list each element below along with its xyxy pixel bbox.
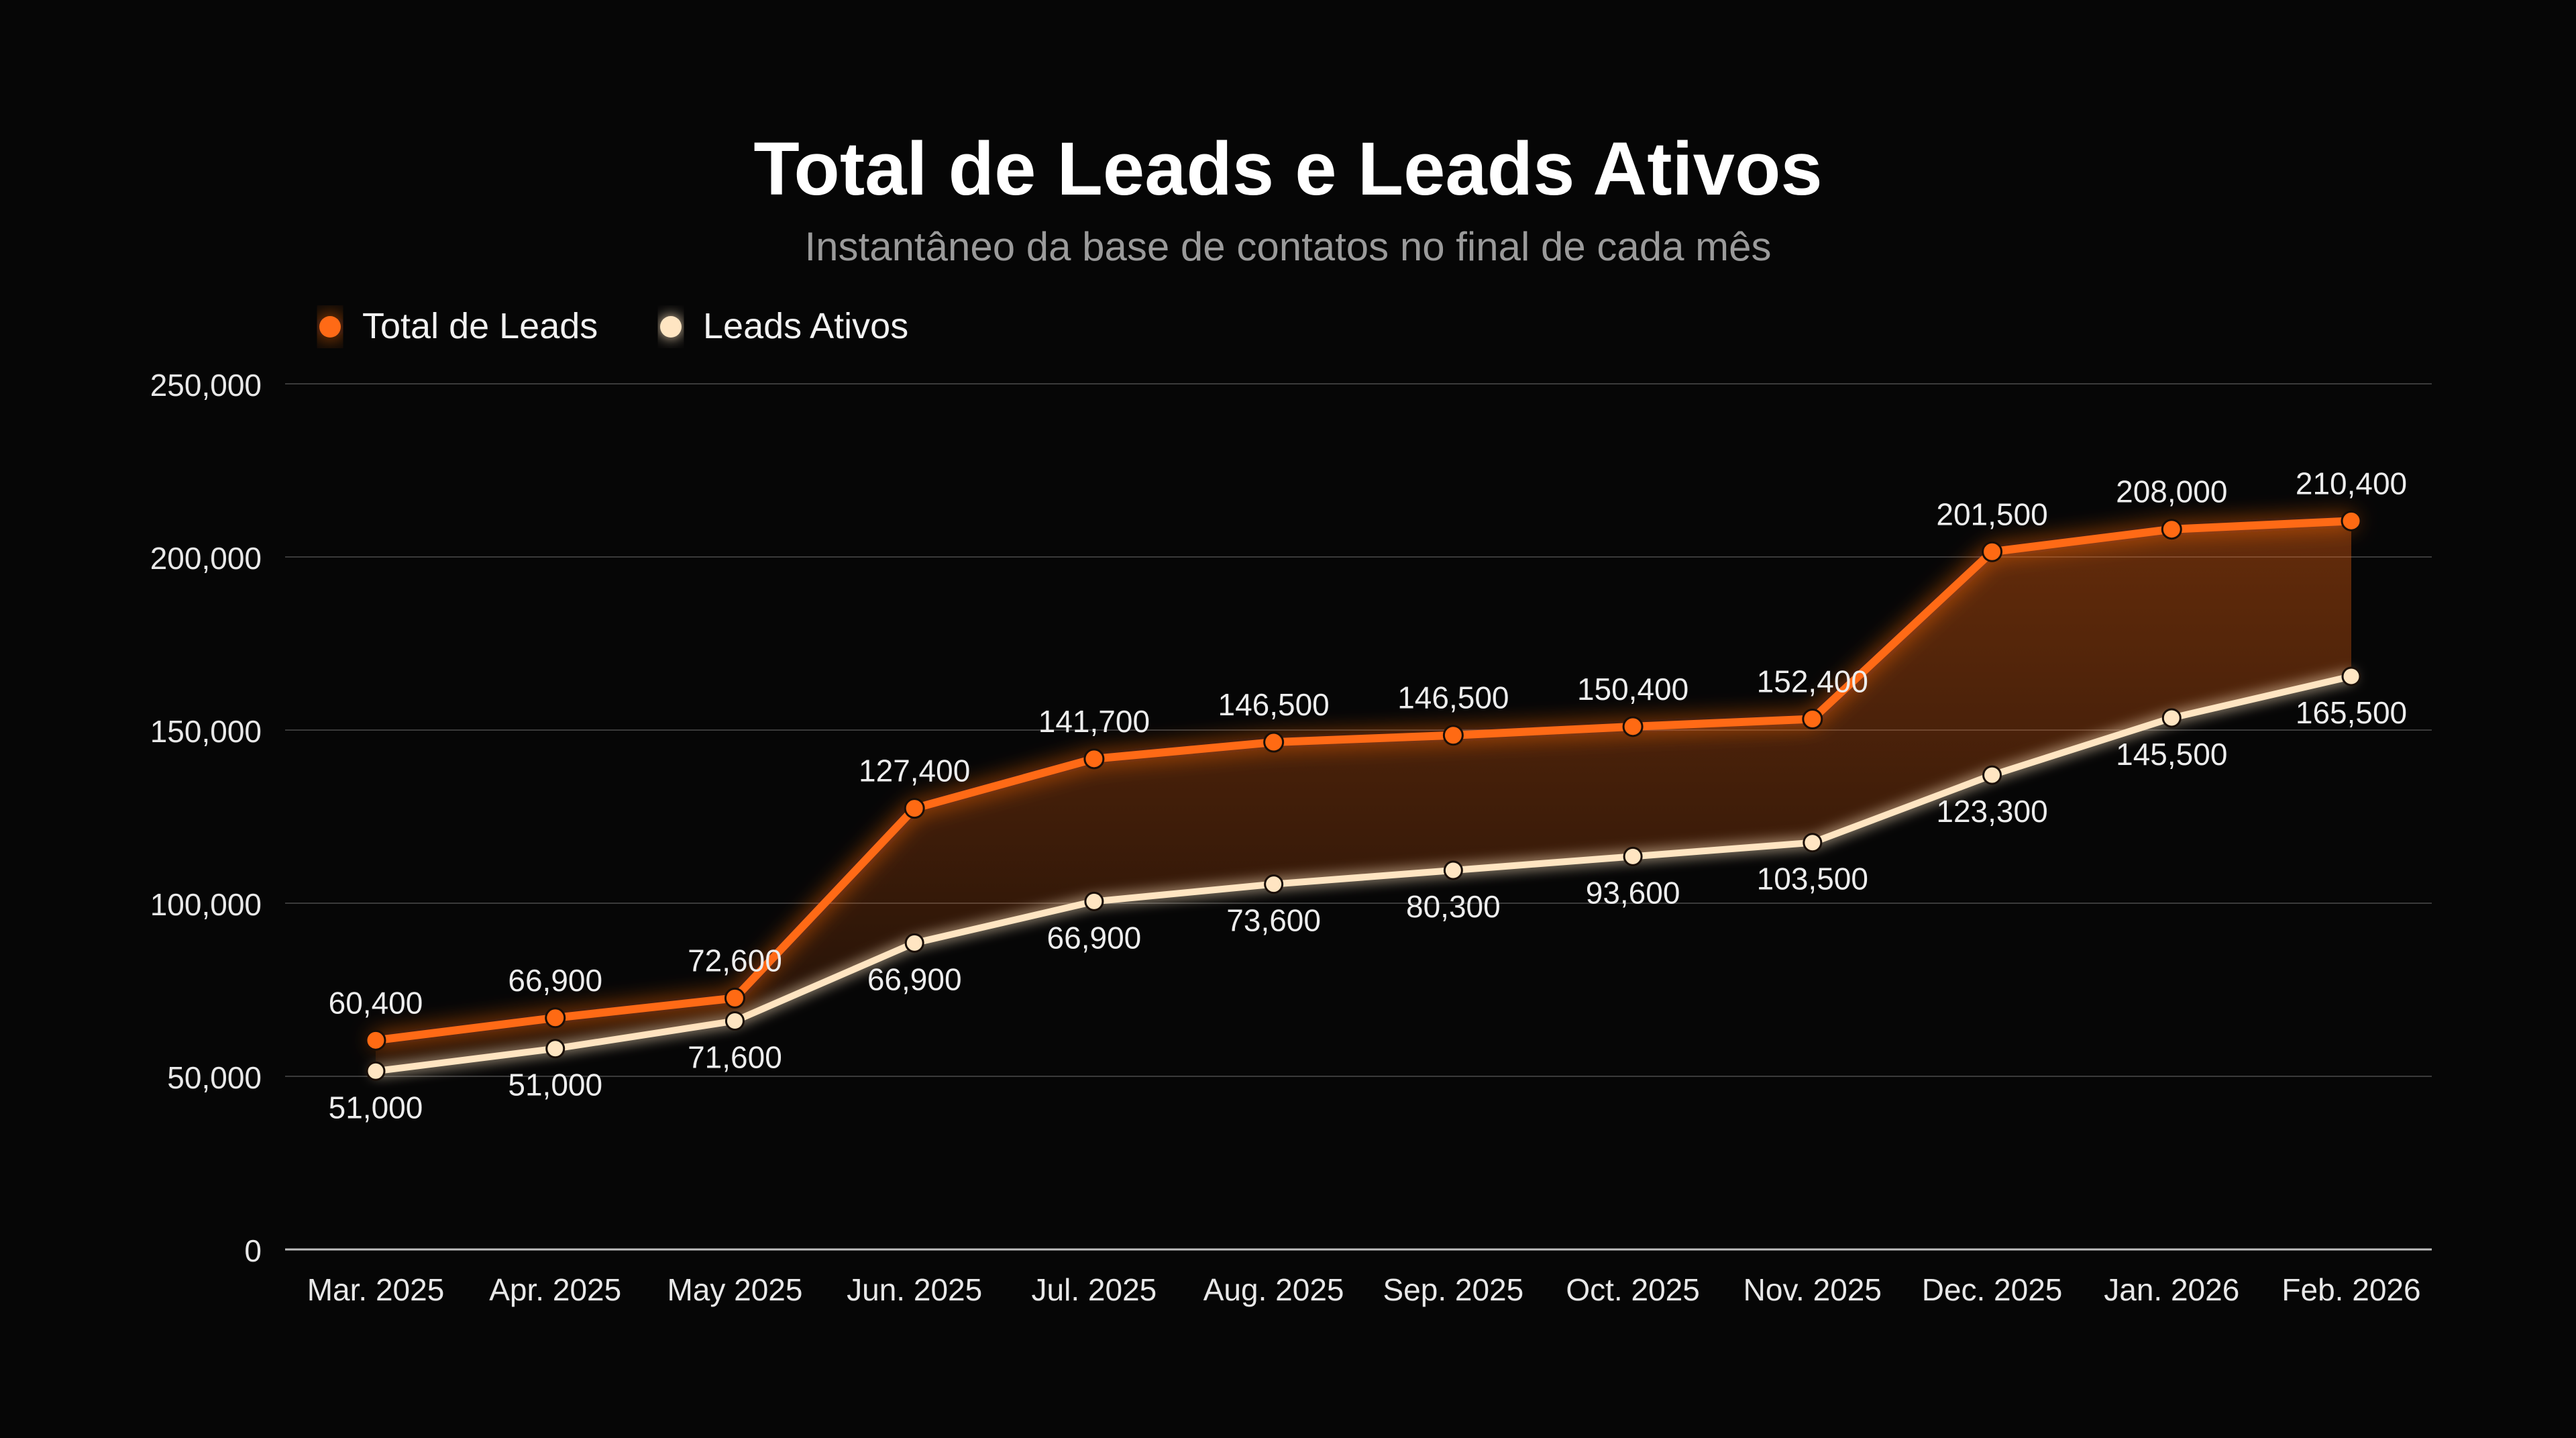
x-axis: Mar. 2025 Apr. 2025 May 2025 Jun. 2025 Jul. … [307,1272,2421,1307]
x-tick-label: Jan. 2026 [2104,1272,2239,1307]
total-leads-point [1263,731,1285,753]
y-tick-label: 250,000 [150,368,262,403]
data-labels: 51,000 51,000 71,600 66,900 66,900 73,600 80,3… [329,466,2407,1125]
leads-ativos-data-label: 165,500 [2296,695,2407,730]
x-tick-label: Nov. 2025 [1743,1272,1882,1307]
legend-label-leads-ativos: Leads Ativos [703,306,908,346]
x-tick-label: Sep. 2025 [1383,1272,1523,1307]
legend-label-total-leads: Total de Leads [362,306,598,346]
total-leads-point [1982,541,2003,562]
total-leads-data-label: 150,400 [1577,672,1688,707]
chart-subtitle: Instantâneo da base de contatos no final… [804,224,1771,269]
leads-ativos-point [545,1039,566,1059]
leads-ativos-point [1623,846,1643,866]
total-leads-data-label: 66,900 [508,963,602,998]
total-leads-data-label: 146,500 [1218,687,1329,722]
total-leads-data-label: 201,500 [1936,497,2047,531]
x-tick-label: Mar. 2025 [307,1272,445,1307]
leads-ativos-point [904,933,924,953]
legend-marker-leads-ativos [660,316,682,338]
total-leads-data-label: 127,400 [859,754,970,788]
y-tick-label: 150,000 [150,714,262,749]
leads-ativos-point [1264,874,1284,894]
x-tick-label: Jun. 2025 [847,1272,982,1307]
total-leads-point [545,1007,566,1029]
total-leads-point [1442,725,1464,746]
leads-ativos-point [1084,891,1104,911]
legend-marker-total-leads [319,316,341,338]
y-tick-label: 0 [244,1233,262,1268]
leads-ativos-point [1443,860,1463,880]
leads-ativos-data-label: 80,300 [1406,889,1501,924]
total-leads-point [904,798,925,819]
leads-ativos-point [2341,666,2361,686]
series-points [365,510,2362,1081]
x-tick-label: Dec. 2025 [1922,1272,2063,1307]
legend: Total de Leads Leads Ativos [319,306,908,346]
gridlines [285,383,2432,1251]
leads-ativos-data-label: 51,000 [508,1068,602,1102]
total-leads-point [2161,519,2182,540]
leads-ativos-point [1803,833,1823,853]
total-leads-point [724,987,745,1009]
total-leads-data-label: 146,500 [1397,680,1509,715]
leads-ativos-data-label: 123,300 [1936,794,2047,829]
area-between-series [376,521,2351,1072]
total-leads-data-label: 72,600 [688,943,782,978]
leads-ativos-data-label: 71,600 [688,1039,782,1074]
leads-ativos-data-label: 66,900 [867,962,962,996]
total-leads-point [1802,708,1823,729]
total-leads-point [2341,510,2362,531]
series-lines [372,517,2355,1075]
x-tick-label: Feb. 2026 [2282,1272,2420,1307]
chart-title: Total de Leads e Leads Ativos [753,127,1822,211]
area-fill [376,521,2351,1072]
y-tick-label: 200,000 [150,541,262,576]
x-tick-label: Apr. 2025 [489,1272,621,1307]
leads-ativos-data-label: 73,600 [1226,903,1321,938]
x-tick-label: Jul. 2025 [1032,1272,1157,1307]
total-leads-point [1622,716,1644,737]
leads-ativos-line [372,673,2355,1075]
total-leads-data-label: 60,400 [329,985,423,1020]
y-axis: 0 50,000 100,000 150,000 200,000 250,000 [150,368,262,1268]
y-tick-label: 50,000 [167,1060,262,1095]
leads-ativos-data-label: 93,600 [1586,875,1680,910]
leads-ativos-data-label: 145,500 [2116,737,2227,772]
total-leads-data-label: 152,400 [1757,664,1868,699]
total-leads-data-label: 141,700 [1038,704,1150,739]
leads-ativos-point [724,1011,745,1031]
total-leads-data-label: 210,400 [2296,466,2407,501]
leads-ativos-data-label: 51,000 [329,1090,423,1125]
x-tick-label: Oct. 2025 [1566,1272,1699,1307]
leads-ativos-data-label: 103,500 [1757,862,1868,896]
x-tick-label: May 2025 [667,1272,802,1307]
leads-ativos-data-label: 66,900 [1047,920,1142,955]
total-leads-line [372,517,2355,1045]
total-leads-data-label: 208,000 [2116,474,2227,509]
leads-ativos-point [366,1061,386,1081]
leads-ativos-point [2161,708,2182,728]
total-leads-point [1083,748,1105,770]
x-tick-label: Aug. 2025 [1203,1272,1344,1307]
leads-ativos-point [1982,765,2002,785]
y-tick-label: 100,000 [150,887,262,922]
total-leads-point [365,1029,386,1051]
